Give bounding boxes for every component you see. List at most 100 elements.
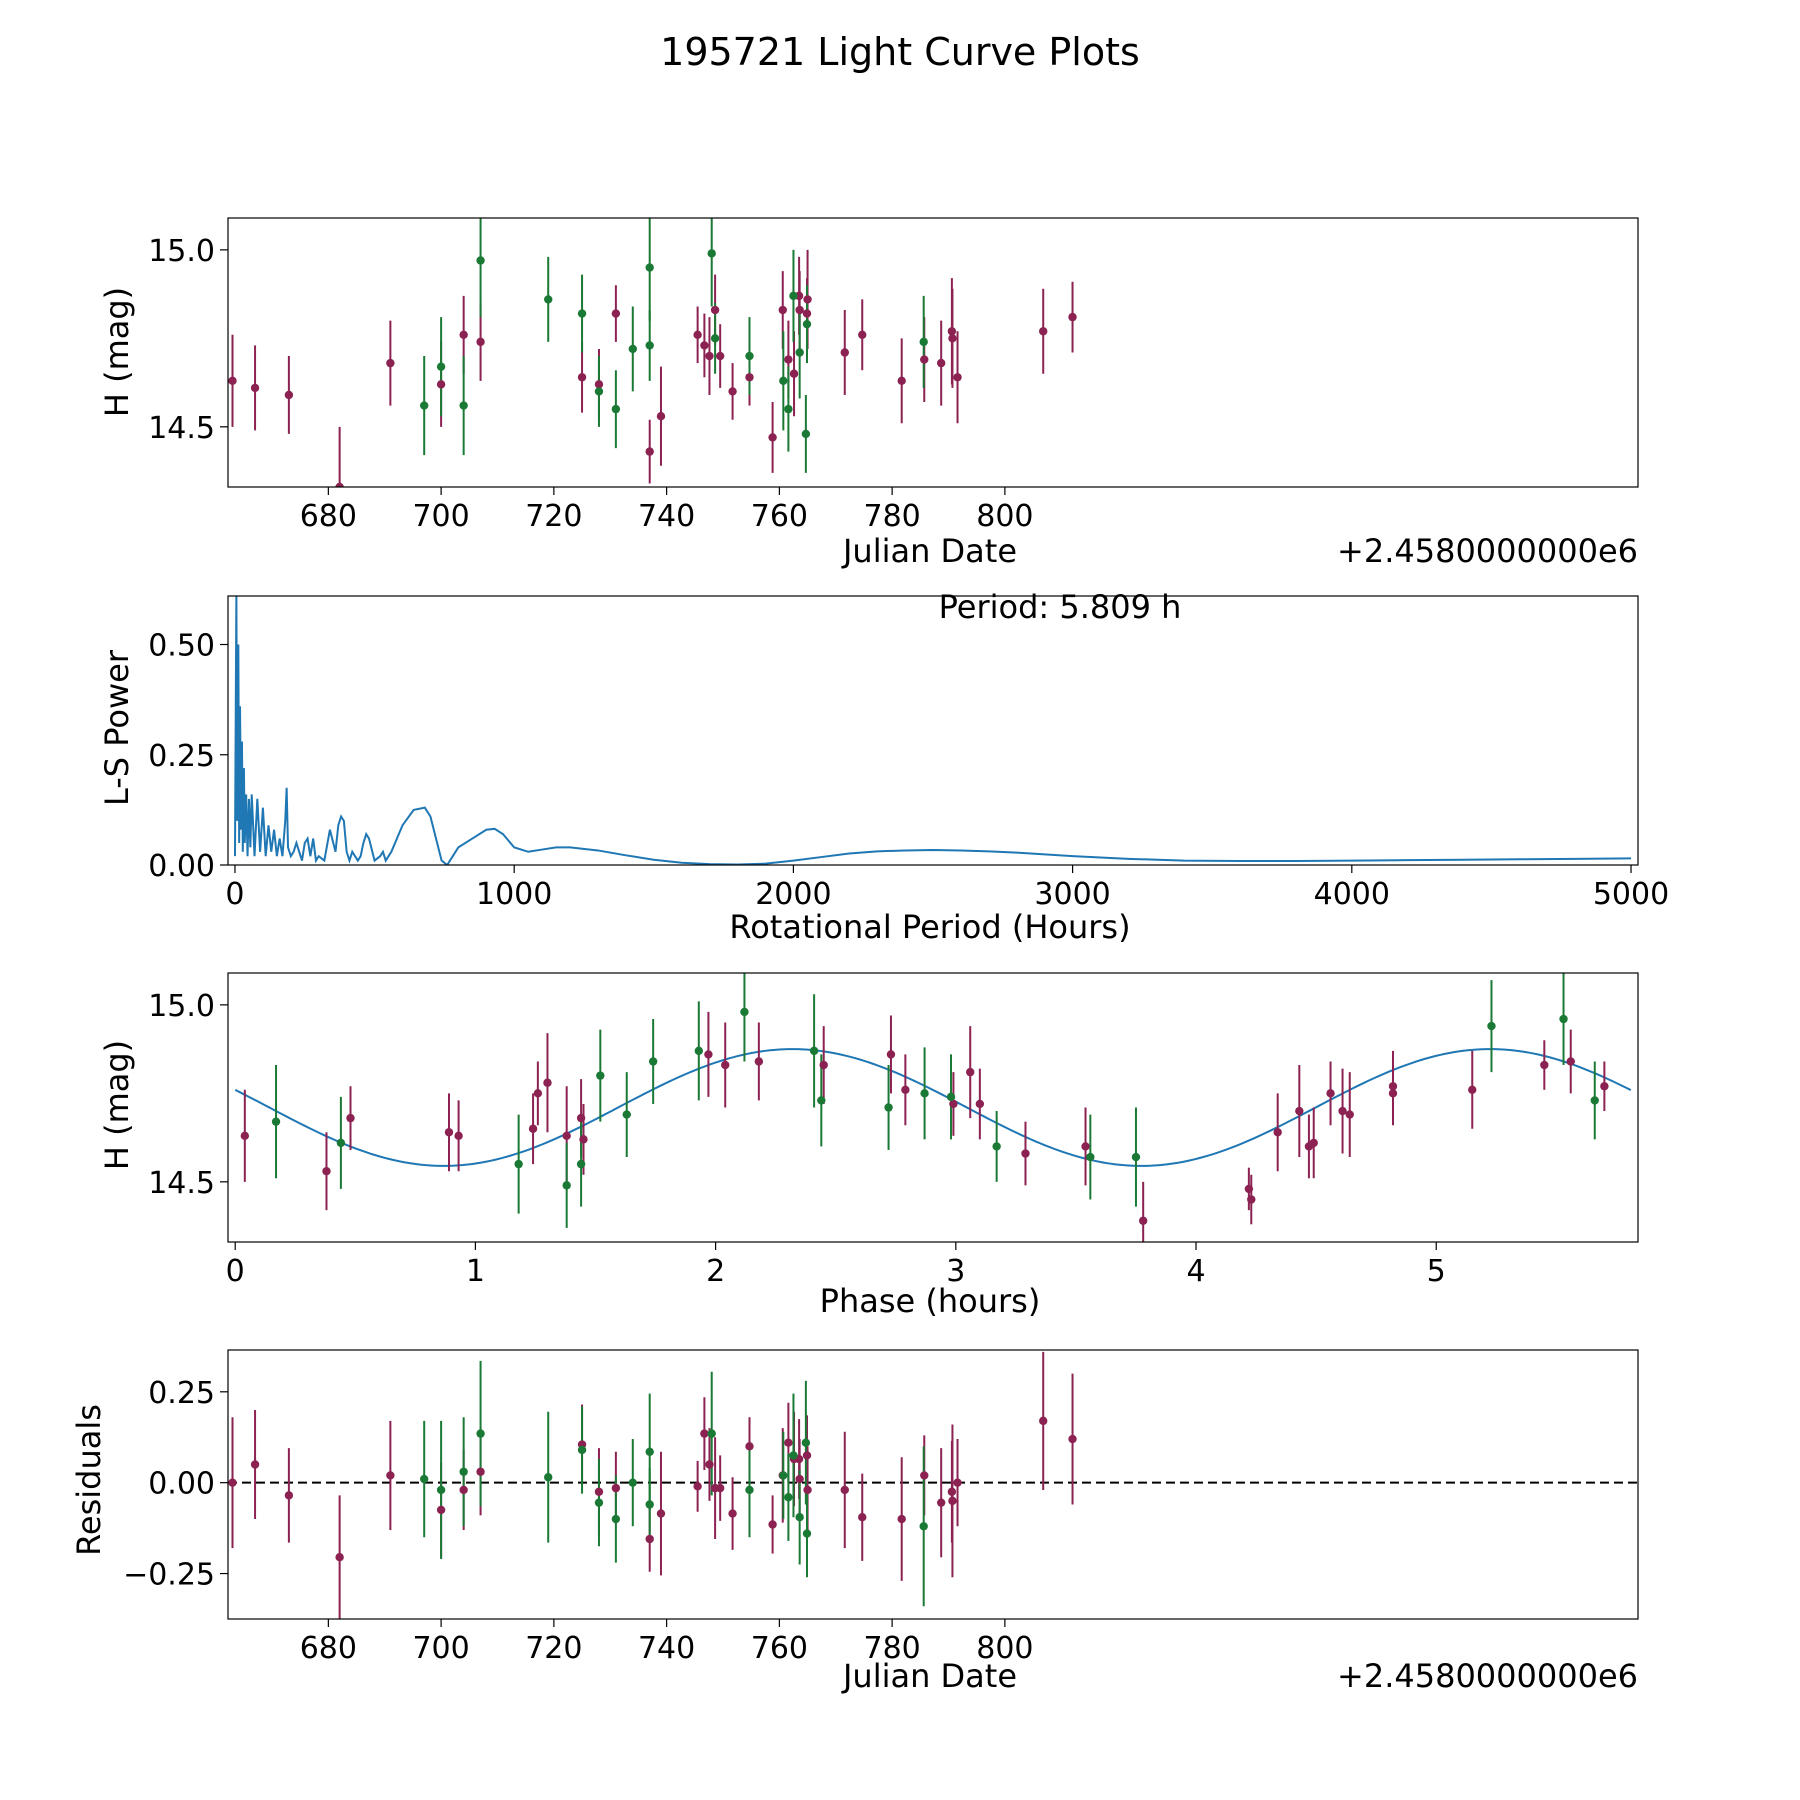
phase-xlabel: Phase (hours) xyxy=(820,1282,1041,1320)
residuals-point-green xyxy=(544,1473,553,1482)
phase-axes: 0 1 2 3 4 5 14.5 15.0 xyxy=(148,972,1639,1289)
light-curve-xtick-label: 740 xyxy=(638,499,695,534)
light-curve-point-purple xyxy=(250,383,260,393)
light-curve-point-purple xyxy=(693,330,702,340)
phase-point-purple xyxy=(1138,1216,1148,1225)
phase-point-purple xyxy=(1338,1106,1347,1116)
phase-points xyxy=(240,1007,1609,1225)
light-curve-point-green xyxy=(795,348,804,357)
residuals-point-purple xyxy=(948,1496,957,1506)
periodogram-xtick-label: 0 xyxy=(225,877,244,912)
light-curve-point-purple xyxy=(715,351,725,361)
residuals-point-green xyxy=(801,1438,811,1447)
periodogram-xlabel: Rotational Period (Hours) xyxy=(729,908,1130,946)
residuals-xtick-label: 740 xyxy=(638,1631,695,1666)
phase-xtick-label: 1 xyxy=(466,1254,485,1289)
light-curve-point-green xyxy=(645,341,654,350)
light-curve-points xyxy=(228,249,1077,487)
light-curve-point-purple xyxy=(768,433,777,442)
residuals-point-purple xyxy=(656,1509,666,1518)
phase-point-green xyxy=(817,1096,826,1105)
residuals-point-purple xyxy=(745,1442,754,1451)
light-curve-point-purple xyxy=(284,390,294,400)
residuals-xlabel: Julian Date xyxy=(841,1657,1017,1695)
residuals-point-green xyxy=(779,1471,788,1480)
phase-ytick-label: 14.5 xyxy=(148,1166,215,1201)
light-curve-point-green xyxy=(707,249,716,258)
residuals-point-purple xyxy=(840,1485,849,1495)
periodogram-xtick-label: 5000 xyxy=(1593,877,1669,912)
light-curve-xtick-label: 760 xyxy=(751,499,808,534)
phase-point-green xyxy=(514,1159,523,1169)
light-curve-offset-label: +2.4580000000e6 xyxy=(1337,532,1638,570)
phase-point-green xyxy=(1590,1096,1599,1105)
residuals-point-purple xyxy=(953,1478,962,1487)
residuals-point-purple xyxy=(858,1513,867,1522)
light-curve-point-purple xyxy=(802,309,812,318)
light-curve-point-purple xyxy=(936,358,946,368)
residuals-points xyxy=(228,1416,1077,1562)
phase-point-green xyxy=(576,1159,586,1169)
residuals-point-purple xyxy=(436,1505,446,1515)
phase-point-green xyxy=(694,1046,704,1056)
phase-point-purple xyxy=(454,1131,463,1141)
phase-point-purple xyxy=(975,1099,985,1109)
phase-point-purple xyxy=(346,1113,355,1123)
phase-point-green xyxy=(1131,1152,1141,1162)
residuals-error-bars xyxy=(231,1351,1074,1619)
phase-point-purple xyxy=(1081,1142,1090,1151)
light-curve-point-purple xyxy=(386,358,395,368)
phase-point-purple xyxy=(949,1099,958,1109)
light-curve-error-bars xyxy=(231,218,1074,487)
light-curve-point-purple xyxy=(858,330,867,340)
residuals-point-purple xyxy=(947,1487,957,1496)
phase-point-purple xyxy=(966,1067,975,1077)
phase-point-purple xyxy=(562,1131,571,1141)
phase-point-purple xyxy=(1247,1195,1256,1204)
light-curve-point-purple xyxy=(459,330,468,340)
light-curve-point-purple xyxy=(745,373,754,382)
figure-title: 195721 Light Curve Plots xyxy=(660,30,1140,74)
periodogram-ylabel: L-S Power xyxy=(98,649,136,806)
residuals-ytick-label: 0.00 xyxy=(148,1467,215,1502)
periodogram-xtick-label: 1000 xyxy=(476,877,552,912)
light-curve-ytick-label: 15.0 xyxy=(148,234,215,269)
phase-model-curve xyxy=(234,1048,1632,1167)
light-curve-point-green xyxy=(779,376,788,386)
residuals-xtick-label: 720 xyxy=(525,1631,582,1666)
residuals-point-green xyxy=(459,1467,468,1476)
light-curve-point-purple xyxy=(789,369,799,378)
residuals-point-purple xyxy=(897,1514,906,1524)
phase-point-purple xyxy=(721,1060,730,1070)
phase-point-green xyxy=(992,1142,1001,1151)
residuals-point-green xyxy=(745,1485,754,1495)
light-curve-ytick-label: 14.5 xyxy=(148,411,215,446)
phase-point-purple xyxy=(1244,1184,1254,1194)
residuals-point-green xyxy=(789,1451,798,1460)
light-curve-point-purple xyxy=(840,348,849,357)
residuals-point-purple xyxy=(459,1485,468,1495)
periodogram-xtick-label: 4000 xyxy=(1314,877,1390,912)
light-curve-point-purple xyxy=(645,447,654,456)
light-curve-xtick-label: 720 xyxy=(525,499,582,534)
residuals-point-green xyxy=(419,1474,429,1484)
light-curve-point-green xyxy=(802,319,812,329)
phase-point-purple xyxy=(1468,1085,1477,1095)
phase-point-purple xyxy=(533,1089,543,1098)
light-curve-point-purple xyxy=(611,309,621,318)
phase-point-purple xyxy=(704,1050,713,1059)
periodogram-ytick-label: 0.25 xyxy=(148,739,215,774)
phase-point-purple xyxy=(886,1050,896,1059)
residuals-ylabel: Residuals xyxy=(70,1404,108,1556)
residuals-point-purple xyxy=(705,1460,714,1469)
light-curve-point-purple xyxy=(1039,327,1048,336)
light-curve-point-purple xyxy=(795,305,804,315)
phase-frame xyxy=(227,972,1639,1243)
residuals-point-green xyxy=(628,1478,637,1487)
phase-point-purple xyxy=(754,1057,764,1066)
periodogram-ytick-label: 0.00 xyxy=(148,849,215,884)
light-curve-point-green xyxy=(577,309,587,318)
light-curve-point-green xyxy=(544,295,553,304)
residuals-point-purple xyxy=(700,1429,709,1438)
phase-point-green xyxy=(1086,1152,1095,1162)
